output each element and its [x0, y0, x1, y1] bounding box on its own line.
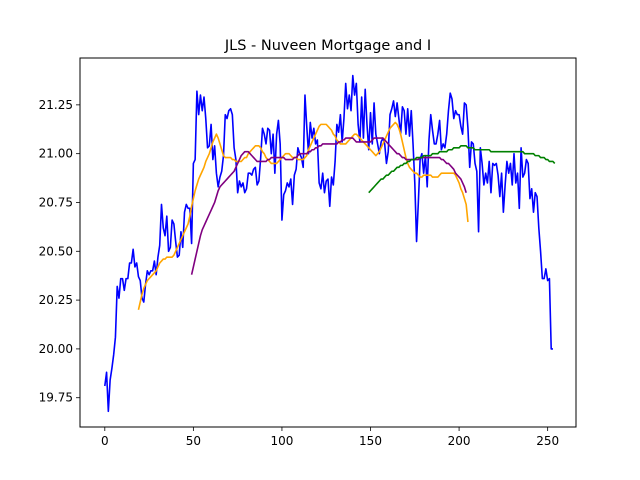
y-tick-label: 20.00	[39, 342, 73, 356]
chart-title: JLS - Nuveen Mortgage and I	[224, 38, 431, 54]
y-tick-label: 21.00	[39, 147, 73, 161]
plot-area	[80, 58, 576, 427]
y-axis-ticks: 19.75 20.00 20.25 20.50 20.75 21.00 21.25	[39, 98, 80, 405]
series-line-2	[137, 121, 469, 311]
series-line-1	[104, 74, 553, 413]
x-tick-label: 50	[186, 434, 201, 448]
y-tick-label: 20.25	[39, 293, 73, 307]
x-tick-label: 200	[448, 434, 471, 448]
x-tick-label: 250	[536, 434, 559, 448]
x-tick-label: 0	[101, 434, 109, 448]
x-tick-label: 100	[270, 434, 293, 448]
y-tick-label: 20.75	[39, 195, 73, 209]
x-tick-label: 150	[359, 434, 382, 448]
series-line-4	[368, 145, 556, 194]
y-tick-label: 20.50	[39, 244, 73, 258]
series-layer	[104, 74, 556, 413]
x-axis-ticks: 0 50 100 150 200 250	[101, 427, 559, 448]
y-tick-label: 19.75	[39, 391, 73, 405]
y-tick-label: 21.25	[39, 98, 73, 112]
plot-frame	[79, 57, 577, 428]
